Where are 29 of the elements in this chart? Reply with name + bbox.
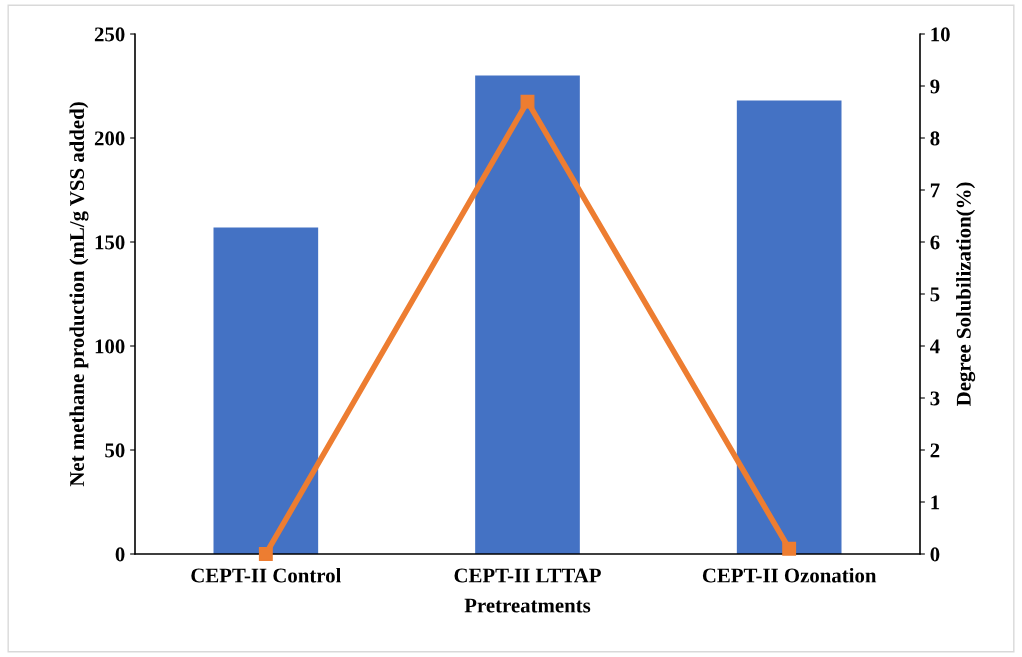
y-tick-label: 100	[95, 339, 125, 354]
point	[782, 541, 797, 556]
y-tick-label: 200	[94, 131, 125, 146]
x-tick-label: CEPT-II LTTAP	[454, 568, 601, 583]
y-tick-label: 50	[105, 443, 125, 458]
y2-tick-label: 4	[930, 339, 940, 354]
x-tick-label: CEPT-II Ozonation	[702, 567, 877, 583]
bar	[736, 100, 842, 554]
y2-tick-label: 5	[930, 287, 940, 302]
y-axis-title: Net methane production (mL/g VSS added)	[69, 102, 89, 487]
y2-tick-label: 0	[930, 547, 940, 562]
y2-tick-label: 3	[930, 391, 940, 406]
y2-tick-label: 6	[930, 235, 940, 250]
y2-tick-label: 2	[930, 443, 940, 458]
bar	[475, 75, 580, 554]
y2-tick-label: 8	[930, 131, 940, 146]
x-tick-label: CEPT-II Control	[191, 567, 342, 583]
y2-tick-label: 1	[931, 495, 940, 510]
y2-tick-label: 10	[931, 27, 950, 42]
y-tick-label: 250	[94, 27, 125, 42]
x-axis-title: Pretreatments	[464, 598, 591, 613]
y-tick-label: 0	[115, 547, 125, 562]
bar	[213, 227, 319, 554]
y-tick-label: 150	[95, 235, 125, 250]
point	[258, 547, 273, 561]
y2-tick-label: 9	[930, 79, 940, 94]
y2-tick-label: 7	[930, 183, 940, 198]
y2-axis-title: Degree Solubilization(%)	[956, 182, 976, 406]
point	[520, 94, 535, 109]
